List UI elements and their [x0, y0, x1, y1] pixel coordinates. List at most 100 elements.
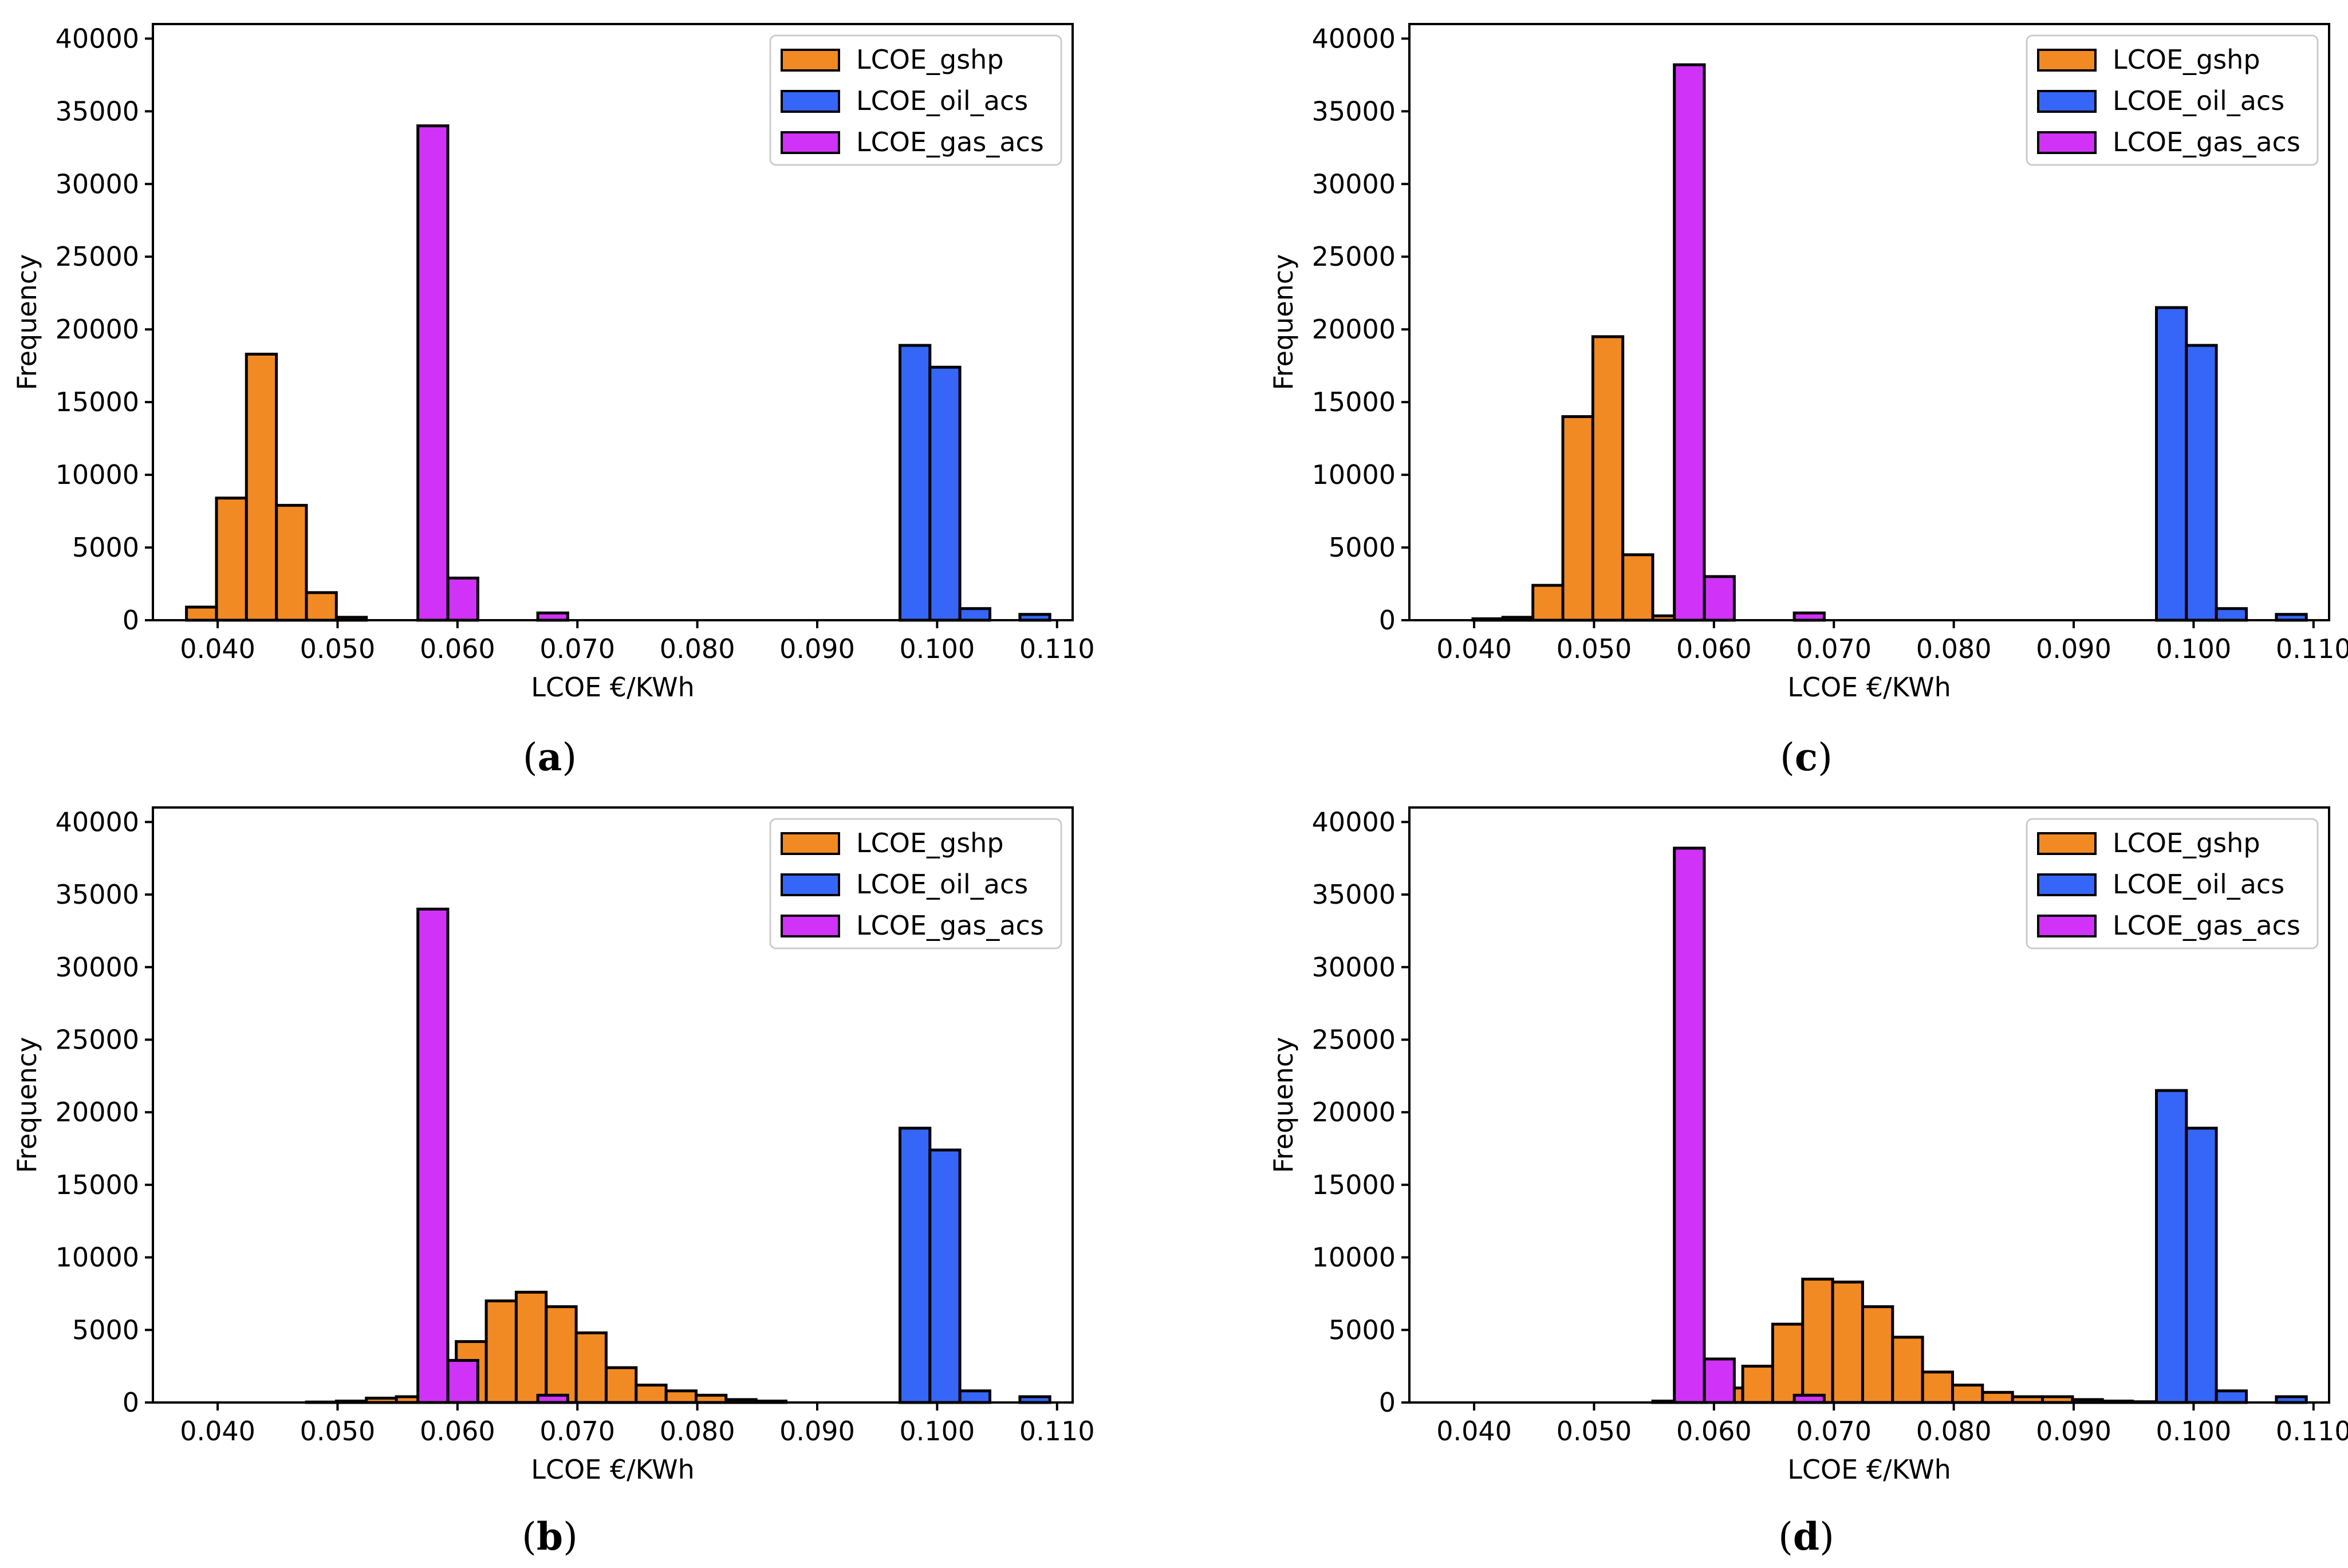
legend-swatch-LCOE_oil_acs	[781, 90, 840, 113]
legend-label-LCOE_gshp: LCOE_gshp	[856, 828, 1004, 858]
x-tick-label: 0.080	[1916, 633, 1992, 664]
x-axis-label: LCOE €/KWh	[1787, 1454, 1951, 1485]
bar-LCOE_gshp-1	[215, 497, 248, 622]
legend-box	[769, 34, 1062, 166]
bar-LCOE_gshp-10	[484, 1299, 518, 1404]
x-tick-label: 0.060	[420, 633, 495, 664]
y-tick-label: 35000	[56, 96, 139, 127]
legend-swatch-LCOE_oil_acs	[2037, 873, 2097, 896]
series-LCOE_gshp	[185, 352, 368, 622]
bar-LCOE_gshp-13	[574, 1331, 608, 1404]
y-tick-label: 40000	[56, 806, 139, 837]
panel-caption-letter: d	[1793, 1514, 1819, 1559]
x-tick-label: 0.090	[2036, 633, 2111, 664]
bar-LCOE_gas_acs-1	[446, 1359, 479, 1404]
x-axis-label: LCOE €/KWh	[531, 672, 695, 703]
y-tick-label: 0	[1379, 1387, 1396, 1418]
y-tick-label: 30000	[1312, 168, 1396, 199]
legend: LCOE_gshp LCOE_oil_acs LCOE_gas_acs	[769, 34, 1062, 166]
series-LCOE_gas_acs	[1673, 63, 1826, 622]
x-tick-label: 0.040	[180, 633, 255, 664]
legend-box	[2026, 34, 2319, 166]
bar-LCOE_gshp-16	[1951, 1384, 1984, 1404]
series-LCOE_oil_acs	[2155, 1089, 2308, 1404]
axes-frame	[1408, 23, 2330, 621]
series-LCOE_gshp	[305, 1290, 787, 1404]
bar-LCOE_oil_acs-1	[928, 365, 962, 622]
x-tick-label: 0.110	[1019, 1416, 1095, 1447]
y-tick-label: 5000	[1329, 1314, 1396, 1345]
bar-LCOE_gshp-2	[1531, 584, 1565, 622]
x-tick-label: 0.090	[779, 633, 855, 664]
bar-LCOE_oil_acs-1	[2185, 344, 2218, 622]
panel-caption: (c)	[1780, 735, 1833, 779]
y-tick-label: 5000	[1329, 532, 1396, 563]
y-axis-label: Frequency	[1268, 1037, 1299, 1173]
series-LCOE_gas_acs	[1673, 846, 1826, 1404]
legend-swatch-LCOE_gshp	[2037, 49, 2097, 72]
legend-label-LCOE_gas_acs: LCOE_gas_acs	[2113, 127, 2300, 157]
chart-panel-d: 0.040 0.050 0.060 0.070 0.080 0.090 0.100 0.110…	[1268, 806, 2348, 1559]
x-tick-label: 0.110	[2276, 1416, 2348, 1447]
bar-LCOE_oil_acs-1	[2185, 1126, 2218, 1404]
y-axis-label: Frequency	[11, 1037, 42, 1173]
x-tick-label: 0.100	[2156, 633, 2232, 664]
x-tick-label: 0.060	[420, 1416, 495, 1447]
y-tick-label: 20000	[56, 314, 139, 345]
legend-label-LCOE_gas_acs: LCOE_gas_acs	[856, 127, 1044, 157]
x-tick-label: 0.040	[1436, 633, 1512, 664]
bar-LCOE_gas_acs-0	[1673, 63, 1706, 622]
bar-LCOE_oil_acs-0	[899, 1126, 932, 1404]
legend-label-LCOE_gshp: LCOE_gshp	[856, 44, 1004, 75]
panel-caption-letter: c	[1795, 735, 1818, 779]
series-LCOE_gshp	[1471, 335, 1684, 622]
bar-LCOE_gshp-4	[305, 591, 338, 622]
x-tick-label: 0.060	[1676, 1416, 1752, 1447]
x-axis-label: LCOE €/KWh	[1787, 672, 1951, 703]
bar-LCOE_oil_acs-0	[2155, 306, 2188, 622]
bar-LCOE_gshp-0	[185, 605, 218, 622]
y-tick-label: 35000	[1312, 879, 1396, 910]
y-tick-label: 5000	[72, 532, 139, 563]
y-tick-label: 30000	[1312, 952, 1396, 983]
y-tick-label: 40000	[56, 23, 139, 54]
bar-LCOE_gshp-14	[1891, 1335, 1924, 1404]
bar-LCOE_gas_acs-0	[1673, 846, 1706, 1404]
series-LCOE_oil_acs	[899, 344, 1051, 622]
bar-LCOE_gshp-3	[275, 503, 308, 622]
x-tick-label: 0.100	[900, 1416, 975, 1447]
x-tick-label: 0.080	[660, 1416, 735, 1447]
bar-LCOE_gshp-3	[1561, 415, 1594, 622]
legend-label-LCOE_oil_acs: LCOE_oil_acs	[856, 869, 1028, 900]
bar-LCOE_gshp-17	[1981, 1390, 2014, 1404]
y-tick-label: 20000	[56, 1097, 139, 1128]
y-axis-label: Frequency	[11, 254, 42, 391]
legend-label-LCOE_oil_acs: LCOE_oil_acs	[2113, 869, 2284, 900]
axes-frame	[1408, 806, 2330, 1404]
y-tick-label: 20000	[1312, 1097, 1396, 1128]
legend-swatch-LCOE_gas_acs	[781, 915, 840, 937]
x-tick-label: 0.040	[1436, 1416, 1512, 1447]
bar-LCOE_oil_acs-0	[899, 344, 932, 622]
legend: LCOE_gshp LCOE_oil_acs LCOE_gas_acs	[2026, 818, 2319, 950]
legend-swatch-LCOE_gshp	[2037, 832, 2097, 855]
y-tick-label: 25000	[56, 1024, 139, 1055]
legend-box	[769, 818, 1062, 950]
bar-LCOE_gas_acs-1	[1703, 575, 1736, 622]
bar-LCOE_gshp-11	[1801, 1278, 1834, 1404]
bar-LCOE_gshp-5	[1621, 553, 1654, 622]
bar-LCOE_gas_acs-0	[416, 124, 450, 622]
legend-box	[2026, 818, 2319, 950]
bar-LCOE_gshp-4	[1591, 335, 1625, 622]
x-tick-label: 0.070	[539, 1416, 615, 1447]
legend-swatch-LCOE_gas_acs	[2037, 915, 2097, 937]
x-tick-label: 0.080	[1916, 1416, 1992, 1447]
y-tick-label: 35000	[1312, 96, 1396, 127]
bar-LCOE_gshp-16	[664, 1389, 698, 1404]
legend: LCOE_gshp LCOE_oil_acs LCOE_gas_acs	[769, 818, 1062, 950]
panel-caption-letter: b	[537, 1514, 563, 1559]
y-tick-label: 10000	[56, 1242, 139, 1273]
y-tick-label: 15000	[56, 1169, 139, 1200]
bar-LCOE_gas_acs-1	[446, 576, 479, 622]
